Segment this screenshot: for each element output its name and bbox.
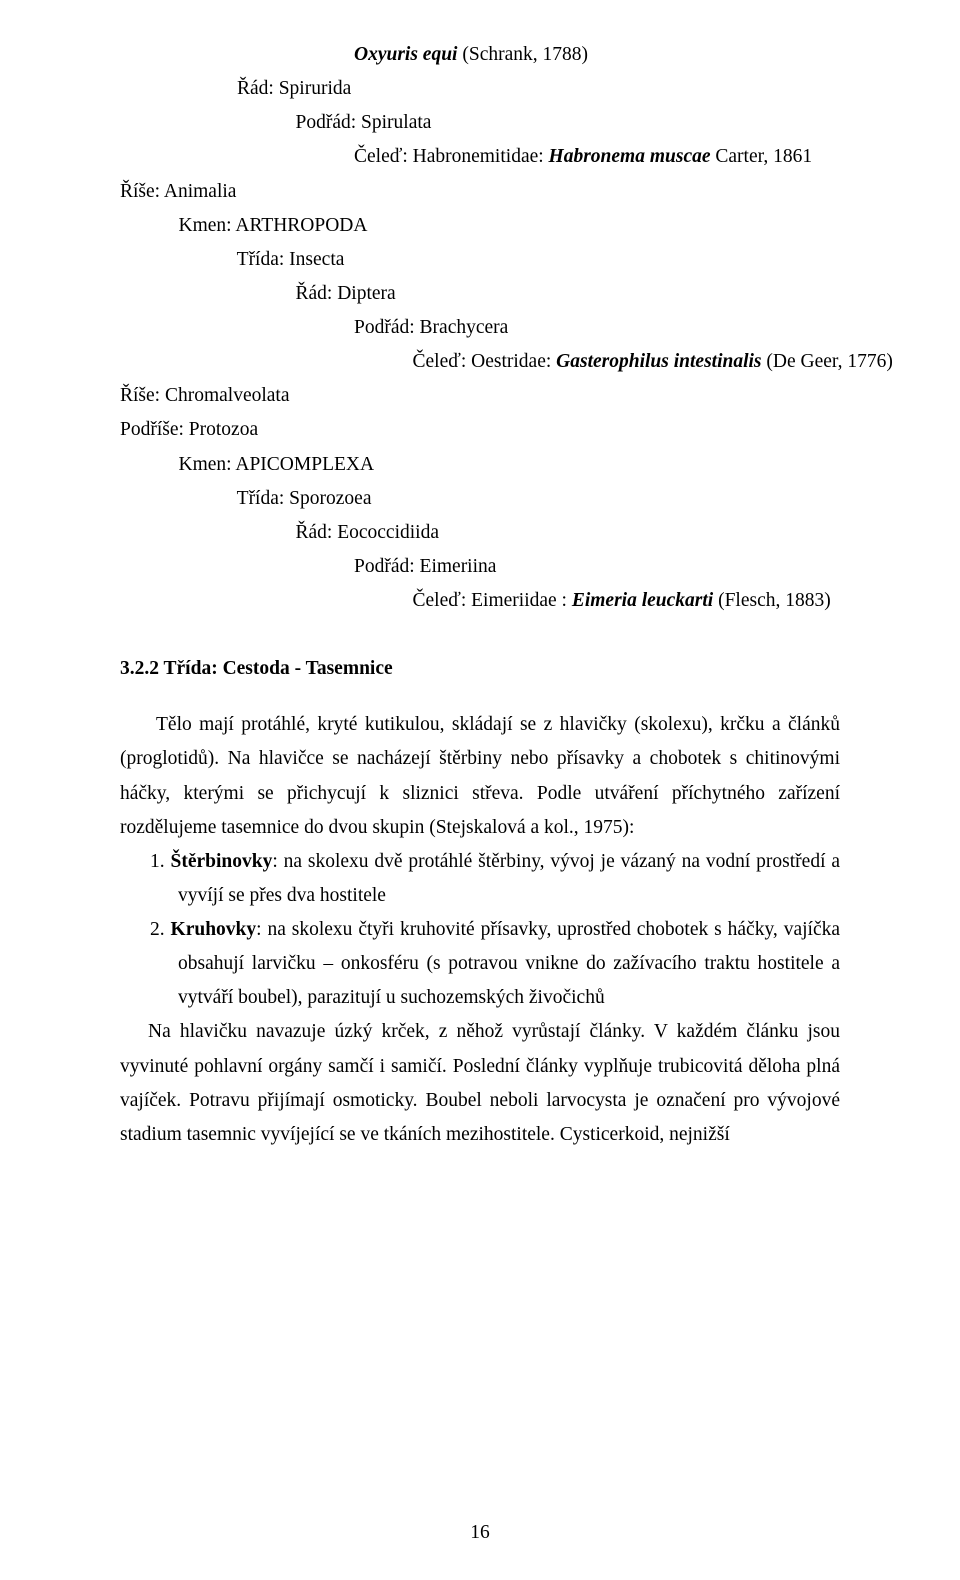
taxon-line: Třída: Sporozoea — [120, 482, 840, 516]
species: Eimeria leuckarti — [572, 590, 713, 611]
taxon-line: Podřád: Spirulata — [120, 106, 840, 140]
rank: Třída: Sporozoea — [237, 488, 372, 509]
rank: Podřád: Eimeriina — [354, 556, 496, 577]
taxon-line: Podříše: Protozoa — [120, 413, 840, 447]
taxon-line: Říše: Chromalveolata — [120, 379, 840, 413]
indent — [120, 522, 296, 543]
taxon-line: Kmen: APICOMPLEXA — [120, 448, 840, 482]
rank: Čeleď: Oestridae: — [413, 351, 557, 372]
indent — [120, 488, 237, 509]
rank: Řád: Spirurida — [237, 78, 351, 99]
indent — [120, 590, 413, 611]
indent — [120, 283, 296, 304]
rank: Řád: Eococcidiida — [296, 522, 440, 543]
indent — [120, 556, 354, 577]
page-number: 16 — [0, 1516, 960, 1550]
rank: Řád: Diptera — [296, 283, 396, 304]
taxon-line: Říše: Animalia — [120, 175, 840, 209]
taxon-line: Čeleď: Oestridae: Gasterophilus intestin… — [120, 345, 840, 379]
taxon-line: Řád: Spirurida — [120, 72, 840, 106]
species: Habronema muscae — [549, 146, 711, 167]
indent — [120, 146, 354, 167]
indent — [120, 78, 237, 99]
body-paragraph: Tělo mají protáhlé, kryté kutikulou, skl… — [120, 708, 840, 845]
author: (Flesch, 1883) — [713, 590, 831, 611]
indent — [120, 454, 179, 475]
indent — [120, 215, 179, 236]
indent — [120, 249, 237, 270]
body-text: Na hlavičku navazuje úzký krček, z něhož… — [120, 1021, 840, 1144]
list-text: : na skolexu čtyři kruhovité přísavky, u… — [178, 919, 840, 1008]
taxon-line: Podřád: Eimeriina — [120, 550, 840, 584]
indent — [120, 351, 413, 372]
taxon-line: Čeleď: Habronemitidae: Habronema muscae … — [120, 140, 840, 174]
list-item: 1. Štěrbinovky: na skolexu dvě protáhlé … — [120, 845, 840, 913]
list-item: 2. Kruhovky: na skolexu čtyři kruhovité … — [120, 913, 840, 1015]
indent — [120, 44, 354, 65]
rank: Podřád: Brachycera — [354, 317, 508, 338]
list-text: : na skolexu dvě protáhlé štěrbiny, vývo… — [178, 851, 840, 906]
indent — [120, 317, 354, 338]
rank: Čeleď: Habronemitidae: — [354, 146, 549, 167]
indent — [120, 112, 296, 133]
author: (De Geer, 1776) — [762, 351, 893, 372]
taxon-line: Kmen: ARTHROPODA — [120, 209, 840, 243]
author: Carter, 1861 — [711, 146, 813, 167]
author: (Schrank, 1788) — [457, 44, 588, 65]
rank: Podřád: Spirulata — [296, 112, 432, 133]
list-number: 1. — [150, 851, 170, 872]
taxon-line: Oxyuris equi (Schrank, 1788) — [120, 38, 840, 72]
section-heading: 3.2.2 Třída: Cestoda - Tasemnice — [120, 652, 840, 686]
taxon-line: Čeleď: Eimeriidae : Eimeria leuckarti (F… — [120, 584, 840, 618]
list-term: Štěrbinovky — [170, 851, 272, 872]
species: Oxyuris equi — [354, 44, 457, 65]
taxon-line: Podřád: Brachycera — [120, 311, 840, 345]
rank: Podříše: Protozoa — [120, 419, 258, 440]
taxon-line: Řád: Diptera — [120, 277, 840, 311]
species: Gasterophilus intestinalis — [556, 351, 761, 372]
rank: Říše: Chromalveolata — [120, 385, 290, 406]
page: Oxyuris equi (Schrank, 1788) Řád: Spirur… — [0, 0, 960, 1580]
list-number: 2. — [150, 919, 171, 940]
list-term: Kruhovky — [171, 919, 257, 940]
taxon-line: Řád: Eococcidiida — [120, 516, 840, 550]
rank: Čeleď: Eimeriidae : — [413, 590, 572, 611]
rank: Kmen: ARTHROPODA — [179, 215, 368, 236]
rank: Říše: Animalia — [120, 181, 236, 202]
body-paragraph: Na hlavičku navazuje úzký krček, z něhož… — [120, 1015, 840, 1152]
rank: Kmen: APICOMPLEXA — [179, 454, 375, 475]
taxon-line: Třída: Insecta — [120, 243, 840, 277]
rank: Třída: Insecta — [237, 249, 345, 270]
